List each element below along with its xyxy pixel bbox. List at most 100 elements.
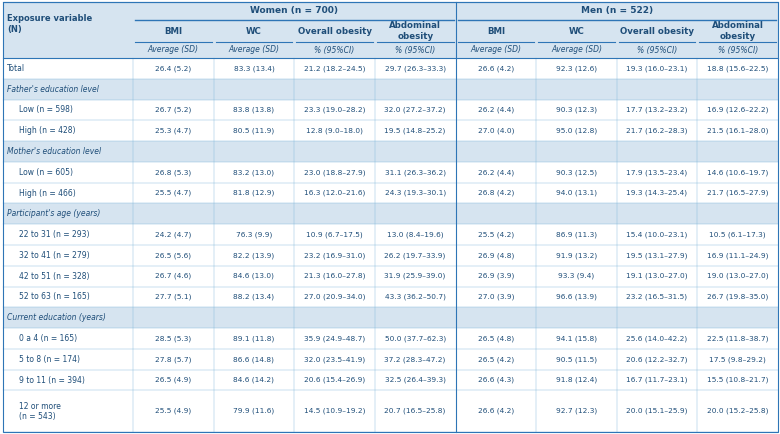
- Text: 23.2 (16.5–31.5): 23.2 (16.5–31.5): [626, 294, 688, 300]
- Text: 26.9 (4.8): 26.9 (4.8): [477, 252, 514, 259]
- Text: 88.2 (13.4): 88.2 (13.4): [233, 294, 275, 300]
- Text: 26.9 (3.9): 26.9 (3.9): [477, 273, 514, 279]
- Text: 93.3 (9.4): 93.3 (9.4): [558, 273, 594, 279]
- Text: Average (SD): Average (SD): [148, 46, 199, 55]
- Text: 15.4 (10.0–23.1): 15.4 (10.0–23.1): [626, 231, 688, 238]
- Text: 32.0 (27.2–37.2): 32.0 (27.2–37.2): [385, 107, 446, 113]
- Text: 16.3 (12.0–21.6): 16.3 (12.0–21.6): [304, 190, 365, 196]
- Text: 15.5 (10.8–21.7): 15.5 (10.8–21.7): [707, 377, 768, 383]
- Text: 27.7 (5.1): 27.7 (5.1): [155, 294, 192, 300]
- Text: WC: WC: [569, 26, 584, 36]
- Bar: [3, 58, 778, 79]
- Text: % (95%CI): % (95%CI): [718, 46, 758, 55]
- Text: Average (SD): Average (SD): [470, 46, 521, 55]
- Text: 23.3 (19.0–28.2): 23.3 (19.0–28.2): [304, 107, 365, 113]
- Text: 21.3 (16.0–27.8): 21.3 (16.0–27.8): [304, 273, 365, 279]
- Text: 10.5 (6.1–17.3): 10.5 (6.1–17.3): [709, 231, 766, 238]
- Text: 22 to 31 (n = 293): 22 to 31 (n = 293): [19, 230, 90, 239]
- Text: 32 to 41 (n = 279): 32 to 41 (n = 279): [19, 251, 90, 260]
- Text: 37.2 (28.3–47.2): 37.2 (28.3–47.2): [385, 356, 446, 362]
- Text: WC: WC: [246, 26, 262, 36]
- Text: Overall obesity: Overall obesity: [620, 26, 694, 36]
- Text: 76.3 (9.9): 76.3 (9.9): [236, 231, 272, 238]
- Text: 26.5 (4.8): 26.5 (4.8): [477, 335, 514, 342]
- Text: 20.6 (15.4–26.9): 20.6 (15.4–26.9): [304, 377, 365, 383]
- Text: 83.8 (13.8): 83.8 (13.8): [233, 107, 275, 113]
- Text: Low (n = 598): Low (n = 598): [19, 105, 73, 115]
- Text: Current education (years): Current education (years): [7, 313, 106, 322]
- Text: 9 to 11 (n = 394): 9 to 11 (n = 394): [19, 375, 85, 385]
- Text: 92.7 (12.3): 92.7 (12.3): [556, 408, 597, 414]
- Text: 26.5 (4.9): 26.5 (4.9): [155, 377, 191, 383]
- Text: 82.2 (13.9): 82.2 (13.9): [233, 252, 275, 259]
- Text: 14.6 (10.6–19.7): 14.6 (10.6–19.7): [707, 169, 768, 175]
- Text: 20.0 (15.2–25.8): 20.0 (15.2–25.8): [707, 408, 768, 414]
- Text: 84.6 (13.0): 84.6 (13.0): [233, 273, 275, 279]
- Text: 27.0 (3.9): 27.0 (3.9): [477, 294, 514, 300]
- Bar: [3, 99, 778, 120]
- Text: 26.7 (5.2): 26.7 (5.2): [155, 107, 192, 113]
- Text: 25.5 (4.2): 25.5 (4.2): [477, 231, 514, 238]
- Text: 25.5 (4.9): 25.5 (4.9): [155, 408, 191, 414]
- Text: 23.0 (18.8–27.9): 23.0 (18.8–27.9): [303, 169, 365, 175]
- Text: 26.7 (4.6): 26.7 (4.6): [155, 273, 191, 279]
- Text: 28.5 (5.3): 28.5 (5.3): [155, 335, 191, 342]
- Text: 25.3 (4.7): 25.3 (4.7): [155, 128, 191, 134]
- Text: 86.6 (14.8): 86.6 (14.8): [233, 356, 275, 362]
- Text: 19.1 (13.0–27.0): 19.1 (13.0–27.0): [626, 273, 688, 279]
- Text: 91.9 (13.2): 91.9 (13.2): [556, 252, 597, 259]
- Text: 0 a 4 (n = 165): 0 a 4 (n = 165): [19, 334, 77, 343]
- Text: 79.9 (11.6): 79.9 (11.6): [233, 408, 275, 414]
- Text: 16.9 (12.6–22.2): 16.9 (12.6–22.2): [707, 107, 768, 113]
- Text: 92.3 (12.6): 92.3 (12.6): [556, 65, 597, 72]
- Text: BMI: BMI: [165, 26, 183, 36]
- Text: 90.5 (11.5): 90.5 (11.5): [556, 356, 597, 362]
- Text: Average (SD): Average (SD): [551, 46, 602, 55]
- Text: Women (n = 700): Women (n = 700): [250, 7, 339, 16]
- Text: Participant's age (years): Participant's age (years): [7, 209, 101, 218]
- Text: 90.3 (12.3): 90.3 (12.3): [556, 107, 597, 113]
- Text: 89.1 (11.8): 89.1 (11.8): [233, 335, 275, 342]
- Text: 42 to 51 (n = 328): 42 to 51 (n = 328): [19, 272, 90, 281]
- Text: 26.6 (4.3): 26.6 (4.3): [477, 377, 514, 383]
- Text: 29.7 (26.3–33.3): 29.7 (26.3–33.3): [385, 65, 445, 72]
- Text: 26.8 (5.3): 26.8 (5.3): [155, 169, 191, 175]
- Text: 19.3 (14.3–25.4): 19.3 (14.3–25.4): [626, 190, 688, 196]
- Text: 21.7 (16.5–27.9): 21.7 (16.5–27.9): [707, 190, 768, 196]
- Text: 26.5 (5.6): 26.5 (5.6): [155, 252, 191, 259]
- Text: 27.0 (4.0): 27.0 (4.0): [477, 128, 514, 134]
- Text: 26.5 (4.2): 26.5 (4.2): [477, 356, 514, 362]
- Text: 83.3 (13.4): 83.3 (13.4): [233, 65, 275, 72]
- Text: 32.5 (26.4–39.3): 32.5 (26.4–39.3): [385, 377, 445, 383]
- Text: Abdominal
obesity: Abdominal obesity: [389, 21, 441, 41]
- Text: 5 to 8 (n = 174): 5 to 8 (n = 174): [19, 355, 80, 364]
- Text: 84.6 (14.2): 84.6 (14.2): [233, 377, 275, 383]
- Text: High (n = 428): High (n = 428): [19, 126, 76, 135]
- Text: 83.2 (13.0): 83.2 (13.0): [233, 169, 275, 175]
- Text: % (95%CI): % (95%CI): [395, 46, 435, 55]
- Text: 26.7 (19.8–35.0): 26.7 (19.8–35.0): [707, 294, 768, 300]
- Text: 19.3 (16.0–23.1): 19.3 (16.0–23.1): [626, 65, 688, 72]
- Text: 24.3 (19.3–30.1): 24.3 (19.3–30.1): [385, 190, 446, 196]
- Text: 18.8 (15.6–22.5): 18.8 (15.6–22.5): [707, 65, 768, 72]
- Bar: [3, 370, 778, 391]
- Text: 26.2 (4.4): 26.2 (4.4): [477, 107, 514, 113]
- Text: 26.8 (4.2): 26.8 (4.2): [477, 190, 514, 196]
- Text: 27.0 (20.9–34.0): 27.0 (20.9–34.0): [304, 294, 365, 300]
- Text: 95.0 (12.8): 95.0 (12.8): [556, 128, 597, 134]
- Text: Overall obesity: Overall obesity: [297, 26, 371, 36]
- Text: 10.9 (6.7–17.5): 10.9 (6.7–17.5): [307, 231, 363, 238]
- Text: 90.3 (12.5): 90.3 (12.5): [556, 169, 597, 175]
- Text: 26.6 (4.2): 26.6 (4.2): [477, 65, 514, 72]
- Bar: [3, 183, 778, 204]
- Text: 21.2 (18.2–24.5): 21.2 (18.2–24.5): [304, 65, 365, 72]
- Text: 32.0 (23.5–41.9): 32.0 (23.5–41.9): [304, 356, 365, 362]
- Text: 26.2 (4.4): 26.2 (4.4): [477, 169, 514, 175]
- Bar: [3, 328, 778, 349]
- Text: 21.7 (16.2–28.3): 21.7 (16.2–28.3): [626, 128, 688, 134]
- Text: 23.2 (16.9–31.0): 23.2 (16.9–31.0): [304, 252, 365, 259]
- Text: 21.5 (16.1–28.0): 21.5 (16.1–28.0): [707, 128, 768, 134]
- Text: Men (n = 522): Men (n = 522): [580, 7, 653, 16]
- Text: 25.6 (14.0–42.2): 25.6 (14.0–42.2): [626, 335, 688, 342]
- Text: 17.5 (9.8–29.2): 17.5 (9.8–29.2): [709, 356, 766, 362]
